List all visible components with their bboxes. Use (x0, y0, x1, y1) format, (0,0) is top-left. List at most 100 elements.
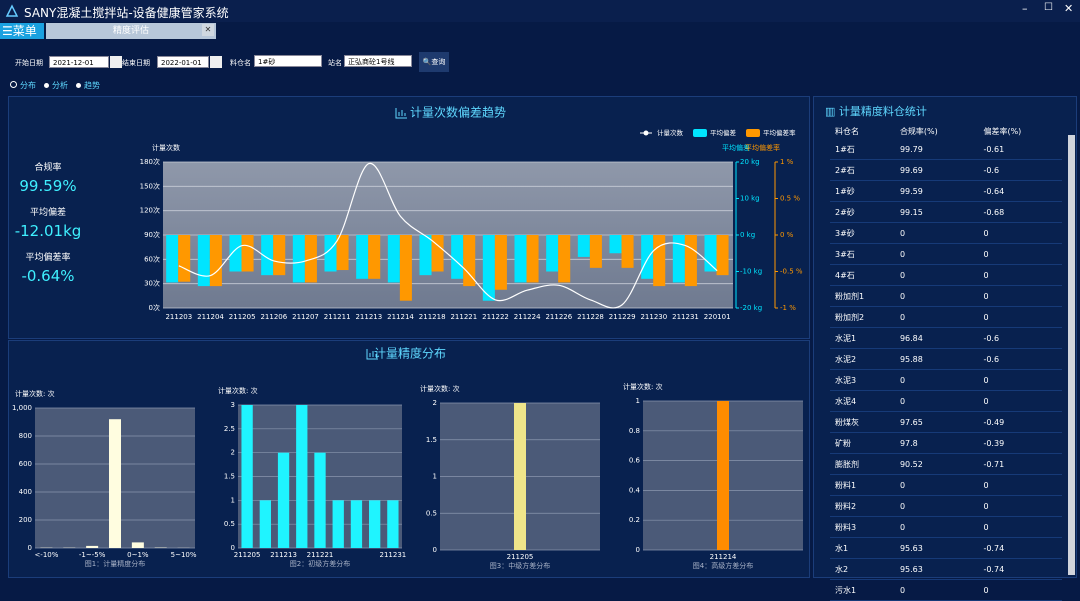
table-cell: -0.6 (978, 328, 1062, 349)
table-cell: 90.52 (895, 454, 979, 475)
x-tick-label: 211226 (545, 313, 572, 321)
bar (293, 235, 305, 282)
chart-caption: 图1：计量精度分布 (85, 559, 145, 568)
y-tick-label: 0.5 (426, 509, 437, 517)
table-cell: 97.8 (895, 433, 979, 454)
x-tick-label: 211213 (355, 313, 382, 321)
table-cell: 0 (895, 286, 979, 307)
y-tick-label: 3 (231, 401, 235, 409)
table-cell: 水泥2 (830, 349, 895, 370)
y-tick-label: 0 (433, 546, 437, 554)
table-cell: 0 (978, 244, 1062, 265)
table-cell: 4#石 (830, 265, 895, 286)
y-tick-label: 2 (433, 399, 437, 407)
x-tick-label: 211204 (197, 313, 224, 321)
bar (514, 403, 526, 550)
table-cell: 0 (978, 517, 1062, 538)
bar (86, 546, 98, 548)
table-cell: 0 (978, 496, 1062, 517)
close[interactable]: ✕ (1064, 2, 1073, 15)
table-cell: 0 (895, 391, 979, 412)
table-cell: -0.64 (978, 181, 1062, 202)
bar (673, 235, 685, 282)
table-cell: 粉料2 (830, 496, 895, 517)
table-cell: 99.79 (895, 139, 979, 160)
bar (388, 235, 400, 282)
x-tick-label: 211214 (387, 313, 414, 321)
x-tick-label: 211222 (482, 313, 509, 321)
bar (230, 235, 242, 272)
legend-swatch (746, 129, 760, 137)
table-cell: 污水1 (830, 580, 895, 601)
bar (432, 235, 444, 272)
bar (387, 500, 398, 548)
maximize[interactable]: ☐ (1044, 2, 1053, 13)
y-tick-label: 1.5 (224, 473, 235, 481)
x-tick-label: 5~10% (171, 551, 197, 559)
y-tick-label: 800 (19, 432, 32, 440)
table-cell: 99.59 (895, 181, 979, 202)
legend-label: 平均偏差率 (763, 128, 796, 137)
table-cell: 粉料1 (830, 475, 895, 496)
table-cell: 99.15 (895, 202, 979, 223)
bar (333, 500, 344, 548)
y-tick-label: 10 kg (740, 195, 760, 203)
table-cell: 0 (978, 475, 1062, 496)
table-cell: -0.61 (978, 139, 1062, 160)
table-cell: -0.6 (978, 349, 1062, 370)
bar (305, 235, 317, 282)
x-tick-label: 211213 (270, 551, 297, 559)
y-tick-label: 60次 (144, 254, 160, 263)
bar (641, 235, 653, 279)
y-tick-label: -10 kg (740, 268, 762, 276)
x-tick-label: 211211 (324, 313, 351, 321)
x-tick-label: 0~1% (127, 551, 149, 559)
y3-axis-title: 平均偏差率 (745, 143, 780, 152)
y-tick-label: 0.5 % (780, 195, 800, 203)
charts: 计量次数偏差趋势 计量精度分布 0次30次60次90次120次150次180次-… (0, 0, 810, 580)
bar (610, 235, 622, 253)
x-tick-label: 211218 (419, 313, 446, 321)
bar (515, 235, 527, 282)
x-tick-label: 211229 (609, 313, 636, 321)
x-tick-label: 211206 (260, 313, 287, 321)
y-tick-label: 0 % (780, 231, 794, 239)
table-cell: -0.68 (978, 202, 1062, 223)
table-cell: 矿粉 (830, 433, 895, 454)
x-tick-label: 211228 (577, 313, 604, 321)
table-cell: 0 (978, 370, 1062, 391)
bar (109, 419, 121, 548)
x-tick-label: 211221 (307, 551, 334, 559)
x-tick-label: 211207 (292, 313, 319, 321)
table-cell: 水2 (830, 559, 895, 580)
bar (132, 542, 144, 548)
bar (400, 235, 412, 301)
bar (653, 235, 665, 286)
legend-swatch (693, 129, 707, 137)
y-tick-label: 0.6 (629, 457, 641, 465)
bar (369, 500, 380, 548)
chart-caption: 图3：中级方差分布 (490, 561, 550, 570)
minimize[interactable]: – (1022, 2, 1028, 15)
table-title: ▥ 计量精度料仓统计 (825, 103, 927, 119)
table-cell: 水泥3 (830, 370, 895, 391)
bar (273, 235, 285, 275)
scrollbar[interactable] (1068, 135, 1075, 575)
table-cell: 0 (978, 391, 1062, 412)
bar (546, 235, 558, 272)
table-header: 合规率(%) (895, 124, 979, 139)
y-tick-label: 1.5 (426, 436, 437, 444)
table-cell: 97.65 (895, 412, 979, 433)
trend-title: 计量次数偏差趋势 (410, 105, 506, 120)
y-tick-label: 0次 (149, 303, 160, 312)
app: {"window":{"title":"SANY混凝土搅拌站-设备健康管家系统"… (0, 0, 1080, 580)
